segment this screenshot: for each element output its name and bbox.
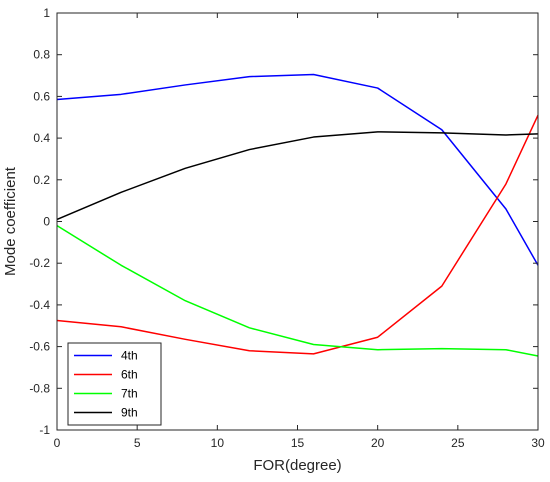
legend-label: 7th: [121, 387, 138, 401]
y-tick-label: 0.8: [33, 48, 50, 62]
x-tick-label: 0: [54, 436, 61, 450]
x-tick-label: 25: [451, 436, 465, 450]
y-tick-label: 0.6: [33, 89, 50, 103]
y-tick-label: 0.2: [33, 173, 50, 187]
y-tick-label: 0: [43, 215, 50, 229]
y-axis-label: Mode coefficient: [2, 166, 19, 276]
y-tick-label: -0.4: [29, 298, 50, 312]
y-axis-ticks: -1 -0.8 -0.6 -0.4 -0.2 0 0.2 0.4 0.6 0.8 1: [29, 6, 538, 437]
x-tick-label: 15: [291, 436, 305, 450]
x-tick-label: 10: [211, 436, 225, 450]
y-tick-label: 0.4: [33, 131, 50, 145]
legend-label: 6th: [121, 368, 138, 382]
y-tick-label: -0.6: [29, 340, 50, 354]
x-tick-label: 20: [371, 436, 385, 450]
y-tick-label: -1: [39, 423, 50, 437]
series-line-6th: [56, 114, 539, 355]
legend: 4th 6th 7th 9th: [67, 342, 162, 426]
y-tick-label: -0.2: [29, 256, 50, 270]
legend-label: 4th: [121, 349, 138, 363]
x-axis-ticks: 0 5 10 15 20 25 30: [54, 13, 545, 450]
y-tick-label: -0.8: [29, 381, 50, 395]
series-layer: [56, 73, 539, 357]
y-tick-label: 1: [43, 6, 50, 20]
series-line-9th: [56, 131, 539, 221]
legend-box: [67, 342, 162, 426]
series-line-7th: [56, 225, 539, 357]
series-line-4th: [56, 73, 539, 266]
x-tick-label: 5: [134, 436, 141, 450]
legend-label: 9th: [121, 406, 138, 420]
x-tick-label: 30: [531, 436, 545, 450]
x-axis-label: FOR(degree): [253, 457, 341, 474]
